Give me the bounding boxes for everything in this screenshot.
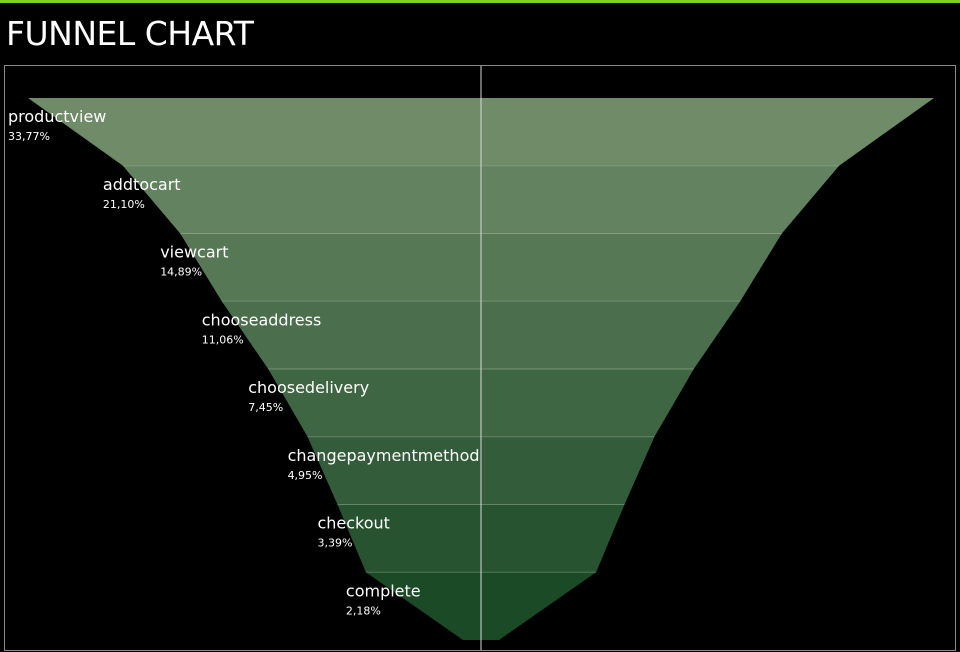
stage-label-changepaymentmethod: changepaymentmethod (288, 446, 480, 465)
stage-label-checkout: checkout (317, 514, 389, 533)
stage-label-choosedelivery: choosedelivery (248, 378, 369, 397)
stage-percent-viewcart: 14,89% (160, 266, 202, 279)
stage-label-complete: complete (346, 581, 421, 600)
stage-percent-productview: 33,77% (8, 130, 50, 143)
funnel-labels: productview 33,77% addtocart 21,10% viewcart… (8, 107, 480, 617)
chart-frame (4, 65, 956, 651)
stage-label-viewcart: viewcart (160, 243, 228, 262)
stage-label-addtocart: addtocart (103, 175, 181, 194)
stage-percent-choosedelivery: 7,45% (248, 401, 283, 414)
stage-percent-checkout: 3,39% (317, 537, 352, 550)
top-accent-bar (0, 0, 960, 3)
page-title: FUNNEL CHART (6, 14, 254, 53)
stage-percent-changepaymentmethod: 4,95% (288, 469, 323, 482)
funnel-guides (122, 66, 840, 650)
stage-percent-addtocart: 21,10% (103, 198, 145, 211)
funnel-segments (28, 98, 934, 640)
stage-label-productview: productview (8, 107, 106, 126)
stage-percent-complete: 2,18% (346, 604, 381, 617)
stage-label-chooseaddress: chooseaddress (202, 310, 322, 329)
stage-percent-chooseaddress: 11,06% (202, 333, 244, 346)
